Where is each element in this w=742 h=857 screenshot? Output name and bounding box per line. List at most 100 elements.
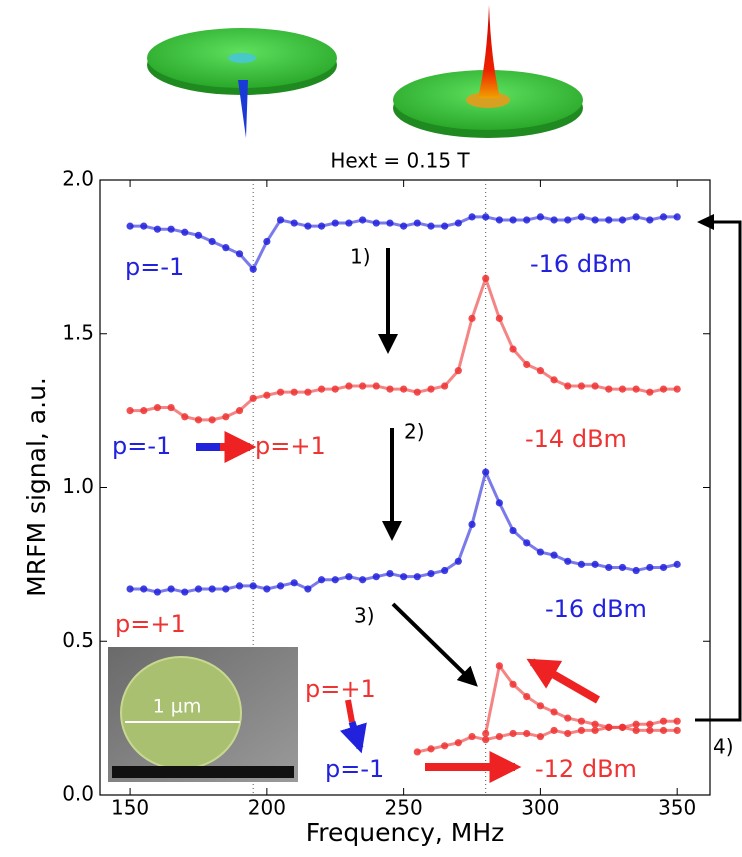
arrows [196,214,742,783]
data-point [304,585,312,593]
data-point [605,385,613,393]
data-point [673,560,681,568]
data-point [659,563,668,572]
x-tick-label: 250 [385,796,423,820]
data-point [126,222,134,230]
data-point [304,222,312,230]
data-point [495,662,503,670]
data-point [222,244,230,252]
data-point [427,385,435,393]
data-point [400,222,408,230]
data-point [235,407,244,415]
data-point [591,216,599,224]
data-point [536,548,545,556]
data-point [536,213,545,221]
data-point [276,388,285,396]
data-point [181,588,189,596]
y-tick-label: 2.0 [62,167,94,191]
annotation: p=-1 [112,432,171,460]
data-point [126,407,134,415]
data-point [359,382,367,390]
data-point [235,250,244,258]
data-point [577,717,586,725]
data-point [591,726,599,735]
data-point [249,265,257,273]
data-point [482,468,490,476]
disk-vortex-up [393,5,583,138]
series-label: -12 dBm [535,755,637,783]
data-point [509,680,517,688]
data-point [482,729,490,738]
data-point [413,573,421,581]
data-point [454,739,462,747]
data-point [482,274,490,282]
data-point [208,237,216,246]
data-point [605,723,613,731]
data-point [495,732,503,741]
x-tick-label: 350 [658,796,696,820]
data-point [454,367,462,375]
y-tick-label: 0.5 [62,628,94,652]
data-point [290,219,298,227]
data-point [523,360,531,369]
data-point [400,573,408,581]
data-point [235,582,244,590]
data-point [140,585,148,593]
y-tick-label: 1.5 [62,320,94,344]
data-point [153,403,162,412]
annotation: p=-1 [125,253,184,281]
data-point [345,382,353,390]
step-label: 4) [713,735,734,759]
data-point [673,385,681,393]
data-point [646,720,654,728]
data-point [659,385,668,393]
data-point [427,570,435,578]
data-point [509,729,517,738]
data-point [673,717,681,725]
data-point [372,382,380,390]
data-point [276,216,285,224]
data-point [317,576,326,584]
data-point [550,708,558,716]
data-point [659,726,668,735]
annotation: p=+1 [305,675,376,703]
data-point [523,729,531,738]
data-point [673,213,681,221]
data-point [290,579,298,587]
data-point [646,216,654,224]
x-axis-label: Frequency, MHz [306,818,505,847]
data-point [317,222,326,230]
data-point [153,588,162,596]
data-point [413,219,421,227]
data-point [263,391,271,399]
y-axis-label: MRFM signal, a.u. [22,377,51,597]
data-point [208,585,216,593]
series-label: -16 dBm [530,250,632,278]
data-point [646,726,654,735]
data-point [564,382,572,390]
data-point [331,219,339,227]
data-point [359,576,367,584]
step-label: 2) [404,420,425,444]
data-point [468,520,476,529]
data-point [441,222,449,230]
data-point [523,693,531,701]
data-point [495,499,503,507]
data-point [564,557,572,565]
data-point [659,213,668,221]
data-point [577,382,586,390]
data-point [591,382,599,390]
data-point [468,732,476,741]
data-point [632,385,640,393]
data-point [249,582,257,590]
data-point [632,726,640,735]
data-point [194,585,203,593]
data-point [618,563,627,572]
y-tick-label: 1.0 [62,474,94,498]
plot: 0.0 0.5 1.0 1.5 2.0 150 200 250 300 350 [62,167,710,820]
data-point [427,222,435,230]
data-point [536,367,545,375]
y-tick-label: 0.0 [62,782,94,806]
data-point [564,216,572,224]
